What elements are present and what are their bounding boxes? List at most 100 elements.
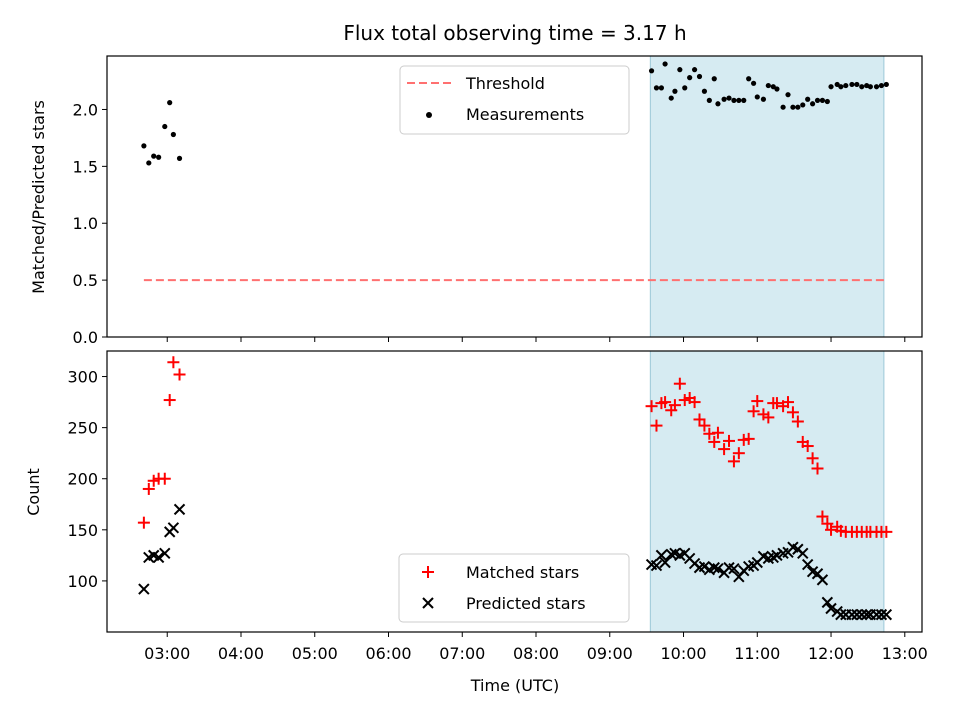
measurement-point: [682, 85, 688, 91]
top-y-axis-label: Matched/Predicted stars: [29, 100, 48, 294]
bottom-panel: 100 150 200 250 300 03:00 04:00 05:00 06:00 07:0…: [24, 350, 928, 695]
bottom-y-ticks: 100 150 200 250 300: [67, 368, 107, 591]
measurement-point: [843, 82, 849, 89]
predicted-star-point: [801, 558, 814, 571]
predicted-star-point: [167, 522, 180, 534]
matched-star-point: [762, 411, 775, 424]
matched-star-point: [142, 482, 155, 495]
measurement-point: [167, 100, 173, 106]
predicted-star-point: [655, 549, 668, 562]
matched-star-point: [782, 396, 795, 409]
matched-star-point: [742, 432, 755, 445]
measurement-point: [156, 154, 162, 160]
bottom-y-axis-label: Count: [24, 468, 43, 516]
measurement-point: [696, 73, 703, 80]
matched-star-point: [693, 413, 706, 426]
top-y-tick-label: 0.5: [73, 271, 98, 290]
bottom-legend-box: [398, 553, 630, 623]
top-x-ticks: [166, 337, 906, 342]
x-tick-label: 13:00: [882, 644, 928, 663]
predicted-star-point: [880, 608, 893, 621]
x-tick-label: 08:00: [513, 644, 559, 663]
measurement-point: [736, 97, 742, 103]
measurement-point: [721, 96, 727, 102]
top-shaded-span: [649, 55, 885, 338]
measurement-point: [687, 75, 693, 81]
matched-star-point: [747, 405, 760, 418]
matched-star-point: [167, 356, 180, 369]
predicted-star-point: [797, 547, 809, 560]
matched-star-point: [645, 400, 658, 413]
count-points: [137, 356, 893, 621]
measurement-point: [741, 97, 747, 103]
bottom-y-tick-label: 250: [67, 419, 98, 438]
x-tick-label: 04:00: [218, 644, 264, 663]
top-y-ticks: 0.0 0.5 1.0 1.5 2.0: [73, 100, 107, 347]
top-y-tick-label: 2.0: [73, 100, 98, 119]
matched-star-point: [708, 435, 721, 448]
measurement-point: [648, 68, 655, 74]
matched-star-point: [727, 455, 740, 468]
measurement-point: [672, 88, 678, 94]
measurement-point: [176, 155, 183, 161]
matched-star-point: [650, 419, 663, 432]
top-axes-frame: [106, 55, 923, 338]
measurement-point: [838, 84, 844, 90]
matched-star-point: [698, 419, 711, 432]
measurement-point: [677, 67, 683, 73]
x-tick-label: 10:00: [660, 644, 706, 663]
chart-title: Flux total observing time = 3.17 h: [343, 21, 686, 45]
measurement-point: [785, 92, 791, 98]
measurement-point: [754, 94, 760, 100]
measurement-point: [824, 98, 830, 105]
measurement-point: [805, 96, 811, 102]
measurements-points: [141, 61, 889, 166]
measurement-point: [854, 81, 860, 88]
measurement-point: [141, 143, 147, 149]
predicted-star-point: [816, 574, 829, 586]
measurement-point: [790, 104, 796, 110]
matched-star-point: [791, 415, 804, 428]
legend-threshold-label: Threshold: [465, 74, 545, 93]
matched-star-point: [659, 396, 672, 409]
bottom-y-tick-label: 300: [67, 368, 98, 387]
measurement-point: [715, 101, 721, 107]
top-y-tick-label: 1.0: [73, 214, 98, 233]
measurement-point: [867, 84, 873, 90]
matched-star-point: [732, 447, 745, 460]
x-tick-label: 03:00: [144, 644, 190, 663]
top-y-tick-label: 0.0: [73, 328, 98, 347]
measurement-point: [873, 84, 880, 90]
predicted-star-point: [870, 608, 883, 621]
measurement-point: [819, 97, 826, 103]
matched-star-point: [711, 426, 724, 439]
predicted-star-point: [152, 551, 165, 564]
predicted-star-point: [835, 608, 847, 621]
measurement-point: [765, 82, 771, 89]
x-tick-label: 05:00: [292, 644, 338, 663]
matched-star-point: [173, 368, 186, 381]
matched-star-point: [751, 395, 764, 408]
bottom-y-tick-label: 150: [67, 521, 98, 540]
x-tick-label: 06:00: [365, 644, 411, 663]
matched-star-point: [770, 397, 783, 410]
measurement-point: [691, 67, 698, 73]
measurement-point: [701, 88, 708, 94]
legend-predicted-swatch: [422, 597, 434, 609]
matched-star-point: [816, 510, 829, 523]
matched-star-point: [806, 452, 819, 465]
measurement-point: [151, 153, 157, 159]
top-legend-box: [399, 65, 630, 135]
predicted-star-point: [712, 562, 724, 575]
predicted-star-point: [650, 559, 663, 572]
measurement-point: [780, 104, 786, 110]
matched-star-point: [880, 525, 893, 538]
predicted-star-point: [860, 608, 873, 621]
predicted-star-point: [659, 556, 671, 569]
matched-star-point: [821, 517, 834, 530]
measurement-point: [750, 80, 757, 86]
matched-star-point: [158, 472, 171, 485]
legend-measurements-label: Measurements: [466, 105, 584, 124]
measurement-point: [162, 123, 168, 130]
